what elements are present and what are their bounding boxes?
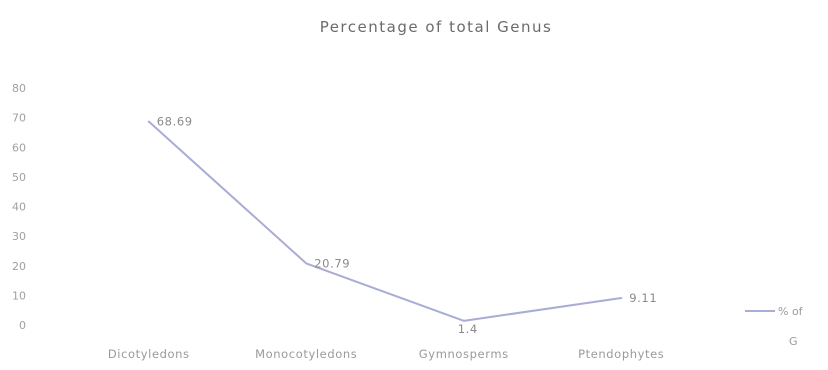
y-tick-label: 50 bbox=[12, 171, 26, 184]
chart-title: Percentage of total Genus bbox=[320, 18, 553, 36]
x-axis-categories: Dicotyledons Monocotyledons Gymnosperms Pte… bbox=[108, 347, 664, 361]
y-tick-label: 20 bbox=[12, 260, 26, 273]
legend-label: % of bbox=[778, 305, 804, 318]
x-category-label: Dicotyledons bbox=[108, 347, 190, 361]
data-label: 9.11 bbox=[629, 291, 657, 305]
data-label: 20.79 bbox=[314, 256, 350, 270]
x-category-label: Ptendophytes bbox=[578, 347, 664, 361]
x-category-label: Monocotyledons bbox=[255, 347, 357, 361]
legend-label-continued: G bbox=[789, 335, 798, 348]
series-layer bbox=[147, 120, 623, 322]
y-tick-label: 0 bbox=[19, 319, 26, 332]
series-line bbox=[147, 120, 623, 322]
y-tick-label: 10 bbox=[12, 289, 26, 302]
data-label: 68.69 bbox=[157, 115, 193, 129]
y-tick-label: 70 bbox=[12, 112, 26, 125]
y-tick-label: 60 bbox=[12, 141, 26, 154]
data-label: 1.4 bbox=[458, 322, 478, 336]
y-tick-label: 30 bbox=[12, 230, 26, 243]
y-tick-label: 80 bbox=[12, 82, 26, 95]
y-tick-label: 40 bbox=[12, 201, 26, 214]
legend: % of G bbox=[745, 305, 804, 348]
data-labels: 68.69 20.79 1.4 9.11 bbox=[157, 115, 657, 336]
x-category-label: Gymnosperms bbox=[419, 347, 509, 361]
y-axis-ticks: 0 10 20 30 40 50 60 70 80 bbox=[12, 82, 26, 332]
